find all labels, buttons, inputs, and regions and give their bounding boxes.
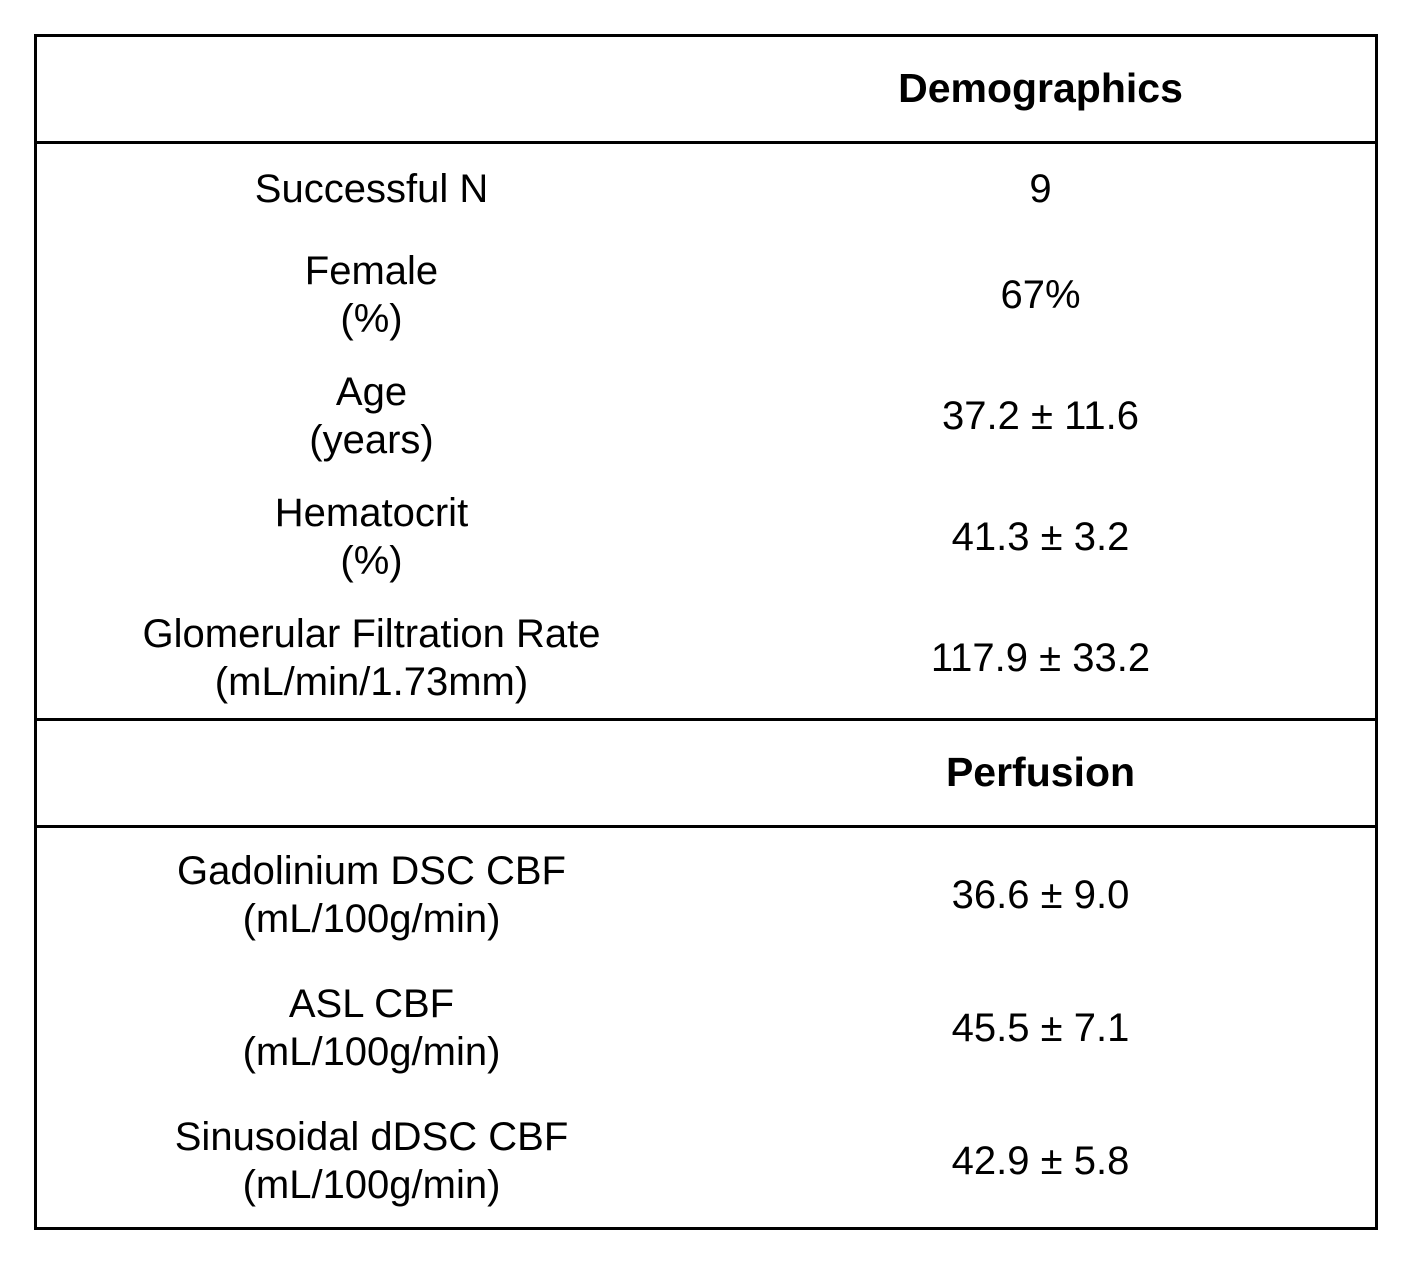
- row-value: 41.3 ± 3.2: [951, 514, 1130, 559]
- row-sublabel: (mL/100g/min): [242, 1029, 501, 1074]
- table-row-glomerular-filtration-rate: Glomerular Filtration Rate (mL/min/1.73m…: [36, 597, 1377, 720]
- row-sublabel: (mL/100g/min): [242, 1162, 501, 1207]
- table-row-asl-cbf: ASL CBF (mL/100g/min) 45.5 ± 7.1: [36, 961, 1377, 1094]
- row-label-cell: Gadolinium DSC CBF (mL/100g/min): [36, 827, 707, 962]
- row-label: Glomerular Filtration Rate: [142, 611, 601, 656]
- row-value: 67%: [1000, 272, 1081, 317]
- section-header-row-perfusion: Perfusion: [35, 718, 1377, 828]
- section-header-perfusion: Perfusion: [706, 718, 1377, 828]
- row-label: Sinusoidal dDSC CBF: [174, 1114, 569, 1159]
- row-sublabel: (%): [340, 538, 403, 583]
- row-sublabel: (mL/min/1.73mm): [214, 659, 529, 704]
- row-label-cell: Sinusoidal dDSC CBF (mL/100g/min): [36, 1094, 707, 1229]
- table-row-successful-n: Successful N 9: [36, 143, 1377, 235]
- row-value: 42.9 ± 5.8: [951, 1138, 1130, 1183]
- row-label-cell: Glomerular Filtration Rate (mL/min/1.73m…: [36, 597, 707, 720]
- row-label: Age: [335, 369, 408, 414]
- row-value: 45.5 ± 7.1: [951, 1005, 1130, 1050]
- row-sublabel: (mL/100g/min): [242, 896, 501, 941]
- row-label-cell: Female (%): [36, 234, 707, 355]
- row-label: Hematocrit: [274, 490, 469, 535]
- header-empty-cell: [35, 718, 706, 828]
- row-value: 37.2 ± 11.6: [942, 393, 1139, 438]
- row-label: Female: [304, 248, 439, 293]
- table-row-sinusoidal-ddsc-cbf: Sinusoidal dDSC CBF (mL/100g/min) 42.9 ±…: [36, 1094, 1377, 1229]
- row-label-cell: Hematocrit (%): [36, 476, 707, 597]
- demographics-perfusion-table: Demographics Successful N 9 Female (%) 6…: [34, 34, 1378, 1230]
- section-header-demographics: Demographics: [706, 35, 1377, 144]
- section-header-row-demographics: Demographics: [35, 35, 1377, 144]
- row-label: ASL CBF: [288, 981, 455, 1026]
- row-sublabel: (%): [340, 296, 403, 341]
- table-row-gadolinium-dsc-cbf: Gadolinium DSC CBF (mL/100g/min) 36.6 ± …: [36, 827, 1377, 962]
- row-label-cell: Successful N: [36, 143, 707, 235]
- table-row-hematocrit: Hematocrit (%) 41.3 ± 3.2: [36, 476, 1377, 597]
- row-value: 36.6 ± 9.0: [951, 872, 1130, 917]
- row-label: Gadolinium DSC CBF: [176, 848, 566, 893]
- table-row-age: Age (years) 37.2 ± 11.6: [36, 355, 1377, 476]
- row-label-cell: ASL CBF (mL/100g/min): [36, 961, 707, 1094]
- table-row-female: Female (%) 67%: [36, 234, 1377, 355]
- row-sublabel: (years): [309, 417, 434, 462]
- row-label-cell: Age (years): [36, 355, 707, 476]
- row-value: 9: [1029, 167, 1052, 211]
- row-value: 117.9 ± 33.2: [930, 635, 1151, 680]
- row-label: Successful N: [254, 167, 489, 211]
- header-empty-cell: [35, 35, 706, 144]
